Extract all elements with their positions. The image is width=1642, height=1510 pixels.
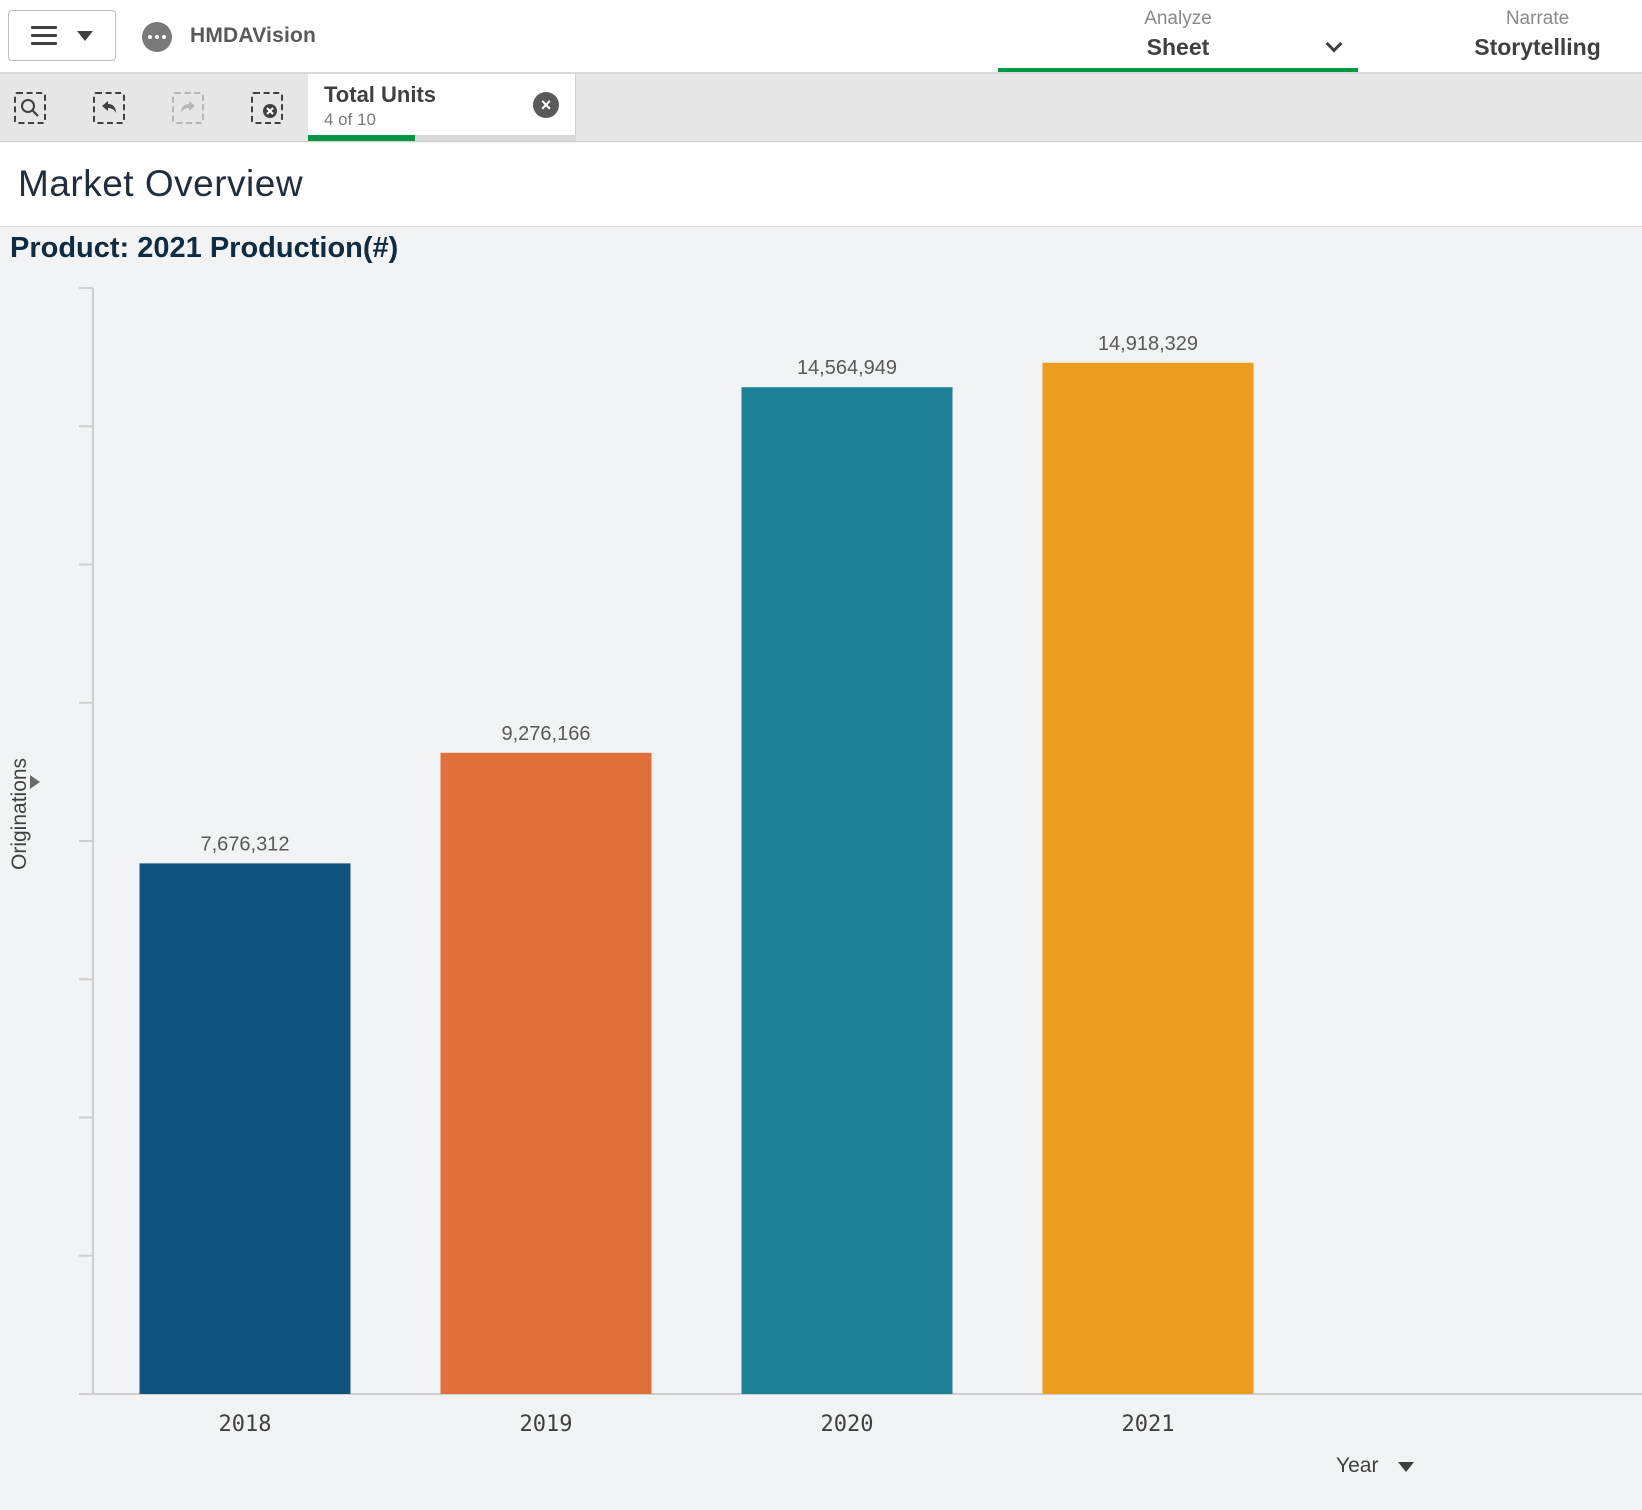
clear-selections-button[interactable] — [251, 92, 283, 124]
clear-icon — [263, 104, 277, 118]
bar-2021[interactable] — [1042, 362, 1254, 1394]
main-menu-button[interactable] — [8, 10, 116, 61]
search-icon — [21, 99, 39, 117]
selection-toolbar: Total Units 4 of 10 × — [0, 74, 1642, 142]
bar-2020[interactable] — [741, 387, 953, 1395]
bar-2019[interactable] — [440, 752, 652, 1394]
step-back-icon — [102, 101, 116, 113]
app-name: HMDAVision — [190, 24, 317, 47]
step-forward-button[interactable] — [172, 92, 204, 124]
smart-search-button[interactable] — [14, 92, 46, 124]
bar-value-label: 14,918,329 — [1098, 333, 1198, 355]
sheet-header: Market Overview — [0, 143, 1642, 227]
bar-value-label: 9,276,166 — [502, 723, 591, 745]
selection-title: Total Units — [324, 82, 437, 107]
tab-analyze-label: Analyze — [1144, 8, 1212, 29]
page-title: Market Overview — [18, 163, 304, 204]
caret-down-icon[interactable] — [1398, 1462, 1414, 1472]
tab-sheet-label: Sheet — [1146, 34, 1210, 60]
y-axis-label[interactable]: Originations — [8, 757, 31, 870]
x-tick-label[interactable]: 2021 — [1122, 1412, 1175, 1437]
tab-narrate-storytelling[interactable]: Narrate Storytelling — [1440, 0, 1635, 72]
caret-down-icon — [77, 30, 93, 41]
x-tick-label[interactable]: 2019 — [520, 1412, 573, 1437]
caret-right-icon[interactable] — [30, 775, 40, 789]
app-more-icon[interactable] — [142, 22, 172, 52]
x-tick-label[interactable]: 2018 — [219, 1412, 272, 1437]
selection-progress-track — [308, 135, 576, 141]
tab-narrate-label: Narrate — [1505, 8, 1570, 29]
tab-storytelling-label: Storytelling — [1474, 34, 1601, 60]
bar-value-label: 7,676,312 — [201, 833, 290, 855]
hamburger-icon — [31, 25, 57, 46]
step-back-button[interactable] — [93, 92, 125, 124]
bar-chart[interactable]: 7,676,312 2018 9,276,166 2019 14,564,949 2020… — [0, 270, 1642, 1450]
tab-analyze-sheet[interactable]: Analyze Sheet — [998, 0, 1358, 72]
selection-progress-fill — [308, 135, 416, 141]
bar-2018[interactable] — [139, 863, 351, 1394]
x-tick-label[interactable]: 2020 — [821, 1412, 874, 1437]
close-icon[interactable]: × — [533, 92, 559, 118]
chart-title: Product: 2021 Production(#) — [10, 232, 399, 264]
x-axis-label[interactable]: Year — [1336, 1454, 1379, 1477]
bar-value-label: 14,564,949 — [797, 357, 897, 379]
selection-chip-total-units[interactable]: Total Units 4 of 10 × — [308, 74, 576, 141]
top-bar: HMDAVision Analyze Sheet Narrate Storyte… — [0, 0, 1642, 74]
selection-count: 4 of 10 — [324, 110, 376, 129]
step-forward-icon — [181, 101, 195, 113]
